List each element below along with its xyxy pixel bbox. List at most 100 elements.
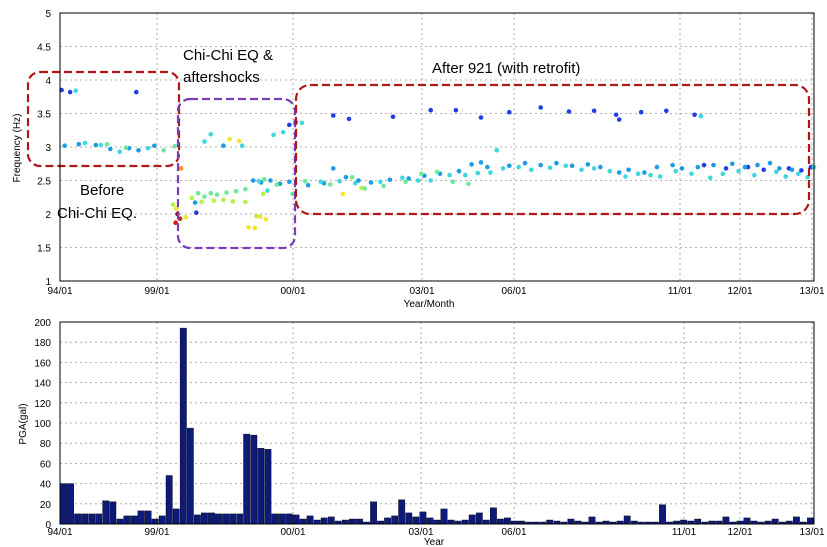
bar	[793, 516, 800, 525]
y-tick-label: 5	[45, 9, 51, 20]
bar	[433, 519, 441, 525]
data-point	[117, 149, 122, 154]
x-tick-label: 12/01	[727, 527, 752, 538]
y-tick-label: 20	[40, 500, 52, 511]
bar	[88, 513, 96, 525]
data-point	[450, 179, 456, 185]
data-point	[708, 175, 713, 181]
data-point	[554, 160, 559, 166]
annotation-after-921: After 921 (with retrofit)	[432, 60, 580, 77]
data-point	[777, 166, 782, 171]
data-point	[566, 109, 572, 114]
bar	[370, 501, 377, 525]
bottom-x-axis-label: Year	[424, 537, 445, 547]
bar	[67, 483, 74, 525]
data-point	[199, 199, 204, 205]
bar	[475, 512, 483, 525]
data-point	[189, 195, 195, 201]
data-point	[243, 199, 248, 205]
y-tick-label: 1.5	[37, 244, 51, 255]
data-point	[239, 143, 245, 148]
data-point	[214, 192, 220, 197]
y-tick-label: 80	[40, 439, 52, 450]
data-point	[250, 178, 256, 183]
y-tick-label: 60	[40, 459, 52, 470]
data-point	[638, 109, 644, 115]
bar	[186, 427, 194, 525]
data-point	[742, 164, 748, 170]
bar	[292, 514, 300, 525]
bar	[215, 513, 222, 525]
x-tick-label: 94/01	[47, 527, 72, 538]
data-point	[337, 178, 342, 184]
bar	[172, 508, 180, 525]
data-point	[453, 107, 459, 113]
bar	[327, 516, 335, 525]
data-point	[711, 162, 716, 168]
x-tick-label: 11/01	[668, 286, 693, 297]
bar	[123, 515, 131, 525]
data-point	[736, 168, 741, 174]
data-point	[679, 166, 685, 171]
bar	[659, 504, 666, 525]
data-point	[356, 178, 361, 183]
y-tick-label: 1	[45, 277, 51, 288]
bar	[200, 512, 208, 525]
data-point	[227, 136, 232, 142]
data-point	[62, 143, 67, 148]
data-point	[287, 179, 292, 185]
bar	[102, 500, 110, 525]
data-point	[246, 225, 251, 230]
data-point	[664, 108, 669, 114]
bar	[313, 519, 321, 525]
data-point	[692, 112, 697, 118]
data-point	[343, 174, 349, 180]
bar	[320, 517, 328, 525]
bar	[193, 514, 201, 525]
bar	[567, 518, 575, 525]
data-point	[268, 178, 273, 183]
data-point	[538, 105, 543, 110]
plot-frame	[59, 321, 815, 525]
bar	[468, 514, 476, 525]
bar	[440, 508, 448, 525]
data-point	[243, 186, 248, 192]
data-point	[585, 162, 591, 167]
data-point	[257, 214, 263, 219]
data-point	[299, 120, 305, 126]
data-point	[616, 117, 622, 122]
data-point	[152, 143, 157, 148]
data-point	[723, 166, 729, 171]
data-point	[642, 170, 647, 175]
x-tick-label: 00/01	[280, 286, 305, 297]
data-point	[353, 180, 358, 186]
data-point	[173, 206, 179, 211]
data-point	[221, 143, 226, 148]
data-point	[331, 166, 336, 171]
data-point	[463, 172, 468, 178]
bar	[482, 519, 490, 525]
x-tick-label: 00/01	[280, 527, 305, 538]
bar	[349, 518, 356, 525]
y-tick-label: 4	[45, 76, 51, 87]
data-point	[254, 213, 259, 219]
data-point	[208, 132, 214, 137]
data-point	[635, 171, 641, 177]
data-point	[108, 146, 113, 152]
data-point	[591, 108, 597, 114]
data-point	[698, 113, 704, 119]
bar	[461, 519, 469, 525]
bar	[81, 513, 89, 525]
y-tick-label: 120	[34, 399, 51, 410]
bar	[257, 448, 265, 525]
data-point	[670, 162, 675, 168]
bar	[405, 512, 413, 525]
bar	[722, 516, 730, 525]
data-point	[390, 114, 396, 120]
bar	[130, 515, 138, 525]
data-point	[613, 112, 619, 118]
data-point	[767, 160, 773, 166]
data-point	[657, 174, 663, 179]
data-point	[378, 179, 383, 185]
bar	[95, 513, 103, 525]
